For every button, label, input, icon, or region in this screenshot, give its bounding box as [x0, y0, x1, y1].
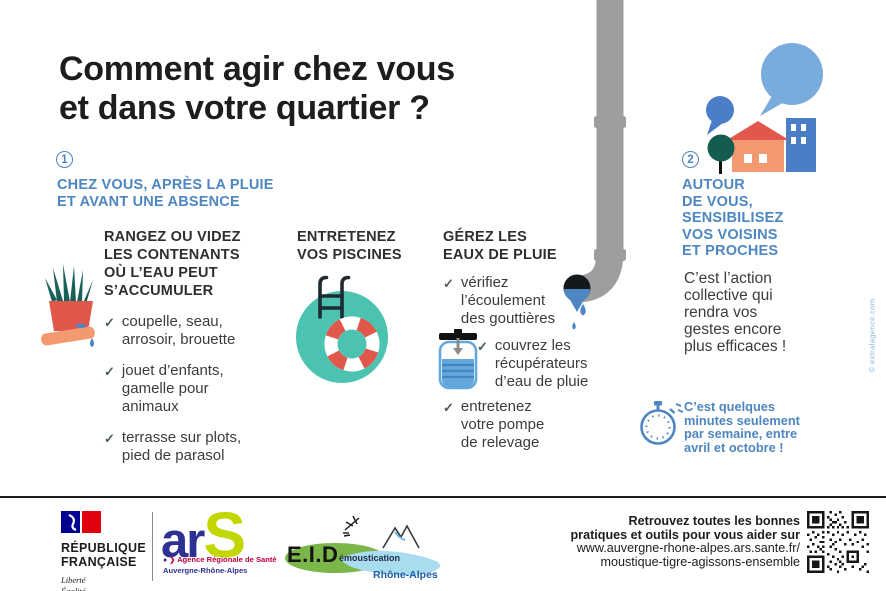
checklist-item-label: coupelle, seau, arrosoir, brouette [121, 313, 236, 348]
footer-info-bold: Retrouvez toutes les bonnes pratiques et… [570, 514, 800, 542]
check-icon: ✓ [477, 339, 488, 354]
rain-barrel-icon [438, 329, 478, 390]
checklist-item-label: vérifiez l’écoulement des gouttières [460, 274, 556, 327]
stopwatch-icon [640, 401, 684, 445]
checklist-item: ✓ couvrez les récupérateurs d’eau de plu… [477, 337, 627, 391]
check-icon: ✓ [443, 400, 454, 415]
republique-motto: Liberté Égalité Fraternité [61, 575, 86, 591]
pool-lifebuoy-icon [296, 275, 388, 383]
column1-heading: RANGEZ OU VIDEZ LES CONTENANTS OÙ L’EAU … [104, 229, 241, 299]
footer-info-url: www.auvergne-rhone-alpes.ars.sante.fr/ m… [576, 541, 800, 569]
ars-chevron-icon: ❯ [169, 557, 176, 564]
republique-name: RÉPUBLIQUE FRANÇAISE [61, 541, 146, 569]
eid-suffix: émoustication [339, 553, 401, 563]
ars-logo: arS ● ❯ Agence Régionale de Santé Auverg… [161, 498, 281, 588]
republique-francaise-logo: RÉPUBLIQUE FRANÇAISE Liberté Égalité Fra… [61, 511, 146, 591]
checklist-item-label: couvrez les récupérateurs d’eau de pluie [494, 337, 589, 390]
column3-heading: GÉREZ LES EAUX DE PLUIE [443, 229, 557, 263]
column-rangez-videz: RANGEZ OU VIDEZ LES CONTENANTS OÙ L’EAU … [104, 228, 274, 465]
section2-note: C’est quelques minutes seulement par sem… [684, 399, 800, 455]
checklist-item-label: entretenez votre pompe de relevage [460, 398, 545, 451]
eid-wordmark: E.I.D [287, 542, 339, 567]
ars-dot-icon: ● [163, 557, 168, 564]
footer-info: Retrouvez toutes les bonnes pratiques et… [570, 514, 800, 569]
checklist-item: ✓ entretenez votre pompe de relevage [443, 398, 593, 452]
page-title: Comment agir chez vous et dans votre qua… [59, 50, 455, 127]
checklist-item: ✓ jouet d’enfants, gamelle pour animaux [104, 362, 274, 416]
ars-line1: Agence Régionale de Santé [177, 555, 277, 564]
gutter-pipe-icon [563, 0, 626, 330]
check-icon: ✓ [104, 315, 115, 330]
section2-body: C’est l’action collective qui rendra vos… [684, 270, 787, 355]
footer-divider-line [0, 496, 886, 498]
eid-region: Rhône-Alpes [373, 569, 438, 581]
checklist-item: ✓ terrasse sur plots, pied de parasol [104, 429, 274, 465]
check-icon: ✓ [104, 364, 115, 379]
eid-logo-art [285, 515, 441, 576]
eid-logo: E.I.D émoustication Rhône-Alpes [283, 506, 448, 586]
section1-number-badge: 1 [56, 151, 73, 168]
checklist-item: ✓ vérifiez l’écoulement des gouttières [443, 274, 593, 328]
check-icon: ✓ [104, 431, 115, 446]
qr-code [807, 511, 869, 573]
ars-subtitle: ● ❯ Agence Régionale de Santé [163, 555, 277, 564]
neighbors-illustration [706, 43, 823, 174]
checklist-item: ✓ coupelle, seau, arrosoir, brouette [104, 313, 274, 349]
checklist-item-label: jouet d’enfants, gamelle pour animaux [121, 362, 224, 415]
logo-divider [152, 512, 153, 581]
section1-heading: CHEZ VOUS, APRÈS LA PLUIE ET AVANT UNE A… [57, 177, 274, 210]
checklist-item-label: terrasse sur plots, pied de parasol [121, 429, 242, 464]
check-icon: ✓ [443, 276, 454, 291]
ars-wordmark-ar: ar [161, 514, 205, 568]
section2-heading: AUTOUR DE VOUS, SENSIBILISEZ VOS VOISINS… [682, 177, 784, 259]
column2-heading: ENTRETENEZ VOS PISCINES [297, 229, 402, 263]
ars-region: Auvergne-Rhône-Alpes [163, 566, 248, 575]
section2-number-badge: 2 [682, 151, 699, 168]
french-flag-icon [61, 511, 101, 533]
flower-pot-icon [41, 264, 95, 347]
ars-wordmark-s: S [203, 499, 246, 571]
agency-credit: © extralagence.com [867, 298, 877, 373]
